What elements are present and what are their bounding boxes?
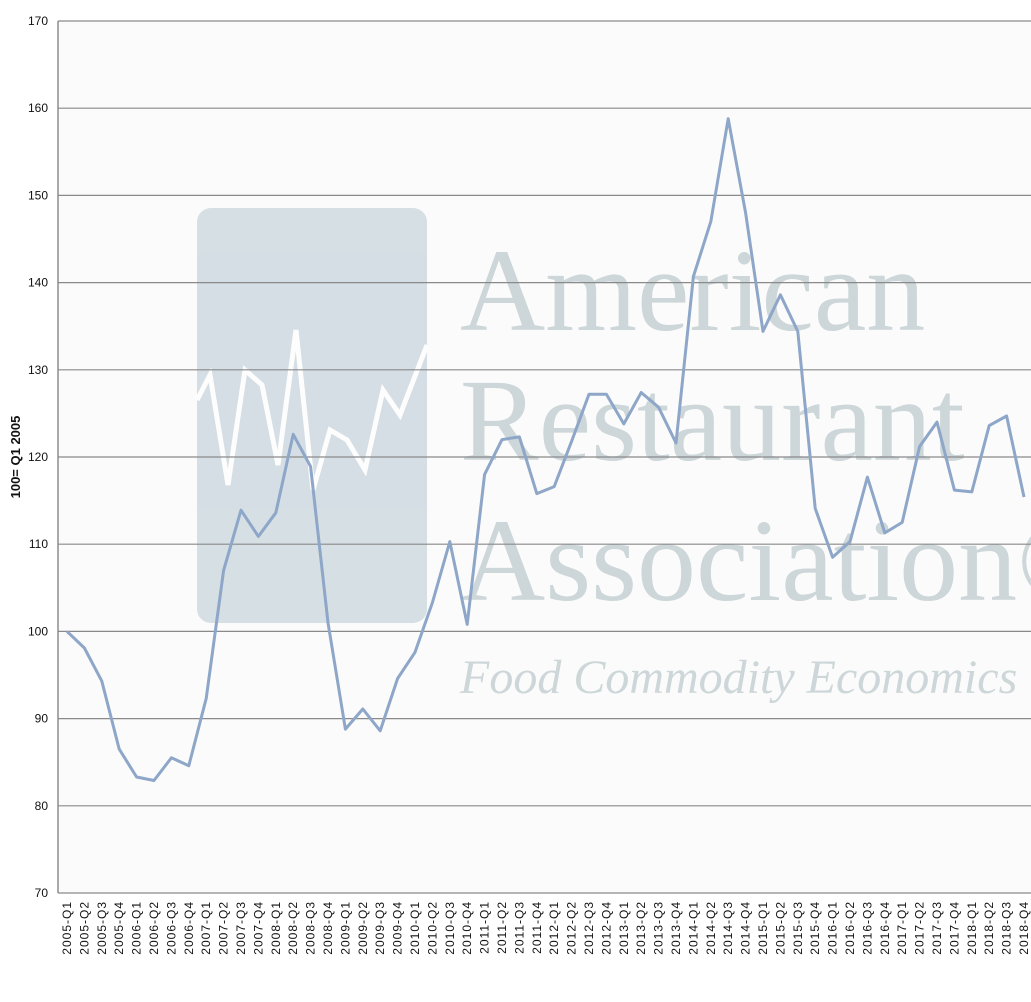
x-tick-label: 2008-Q4 bbox=[321, 901, 335, 955]
y-tick-label: 100 bbox=[28, 624, 48, 638]
x-tick-label: 2008-Q3 bbox=[304, 901, 318, 955]
x-tick-label: 2015-Q3 bbox=[791, 901, 805, 955]
x-tick-label: 2009-Q1 bbox=[338, 901, 352, 955]
x-tick-label: 2013-Q1 bbox=[617, 901, 631, 955]
watermark-subtitle: Food Commodity Economics bbox=[459, 651, 1017, 704]
x-tick-label: 2011-Q1 bbox=[478, 901, 492, 954]
y-tick-label: 110 bbox=[29, 537, 48, 551]
x-tick-label: 2014-Q3 bbox=[721, 901, 735, 955]
x-tick-label: 2015-Q4 bbox=[808, 901, 822, 955]
watermark-logo bbox=[194, 208, 430, 623]
y-tick-label: 80 bbox=[35, 799, 49, 813]
y-tick-label: 150 bbox=[28, 188, 48, 202]
x-tick-label: 2017-Q1 bbox=[895, 901, 909, 955]
x-tick-label: 2006-Q2 bbox=[147, 901, 161, 955]
x-tick-label: 2011-Q4 bbox=[530, 901, 544, 954]
y-axis-label: 100= Q1 2005 bbox=[8, 416, 23, 499]
x-tick-label: 2017-Q4 bbox=[947, 901, 961, 955]
x-tick-label: 2005-Q1 bbox=[60, 901, 74, 955]
x-tick-label: 2016-Q4 bbox=[878, 901, 892, 955]
y-tick-label: 170 bbox=[28, 14, 48, 28]
y-tick-label: 70 bbox=[35, 886, 49, 900]
x-tick-label: 2010-Q4 bbox=[460, 901, 474, 955]
watermark-text: Restaurant bbox=[460, 355, 965, 486]
x-tick-label: 2012-Q3 bbox=[582, 901, 596, 955]
x-tick-label: 2010-Q1 bbox=[408, 901, 422, 955]
x-tick-label: 2018-Q2 bbox=[982, 901, 996, 955]
x-tick-label: 2009-Q4 bbox=[391, 901, 405, 955]
x-tick-label: 2006-Q3 bbox=[164, 901, 178, 955]
x-tick-label: 2013-Q3 bbox=[652, 901, 666, 955]
x-tick-label: 2006-Q4 bbox=[182, 901, 196, 955]
x-tick-label: 2007-Q4 bbox=[251, 901, 265, 955]
y-tick-label: 130 bbox=[28, 363, 48, 377]
x-tick-label: 2012-Q4 bbox=[599, 901, 613, 955]
x-tick-label: 2007-Q1 bbox=[199, 901, 213, 955]
y-tick-label: 90 bbox=[35, 712, 49, 726]
x-tick-label: 2014-Q2 bbox=[704, 901, 718, 955]
x-tick-label: 2017-Q2 bbox=[913, 901, 927, 955]
x-tick-label: 2018-Q4 bbox=[1017, 901, 1031, 955]
x-tick-label: 2008-Q2 bbox=[286, 901, 300, 955]
data-line bbox=[65, 117, 1026, 782]
x-tick-label: 2009-Q3 bbox=[373, 901, 387, 955]
x-tick-label: 2018-Q1 bbox=[965, 901, 979, 955]
x-tick-label: 2018-Q3 bbox=[1000, 901, 1014, 955]
x-tick-label: 2010-Q2 bbox=[425, 901, 439, 955]
x-tick-label: 2016-Q1 bbox=[826, 901, 840, 955]
x-tick-label: 2010-Q3 bbox=[443, 901, 457, 955]
x-tick-label: 2011-Q2 bbox=[495, 901, 509, 954]
x-tick-label: 2016-Q3 bbox=[860, 901, 874, 955]
x-tick-label: 2009-Q2 bbox=[356, 901, 370, 955]
x-tick-label: 2005-Q4 bbox=[112, 901, 126, 955]
watermark-text: Association® bbox=[460, 495, 1031, 626]
x-tick-label: 2013-Q2 bbox=[634, 901, 648, 955]
y-tick-label: 120 bbox=[28, 450, 48, 464]
x-tick-label: 2012-Q2 bbox=[565, 901, 579, 955]
x-tick-label: 2008-Q1 bbox=[269, 901, 283, 955]
x-tick-label: 2015-Q1 bbox=[756, 901, 770, 955]
y-tick-label: 160 bbox=[28, 101, 48, 115]
x-tick-label: 2014-Q1 bbox=[686, 901, 700, 955]
x-tick-label: 2013-Q4 bbox=[669, 901, 683, 955]
x-tick-label: 2005-Q3 bbox=[95, 901, 109, 955]
x-tick-label: 2017-Q3 bbox=[930, 901, 944, 955]
x-tick-label: 2005-Q2 bbox=[77, 901, 91, 955]
x-tick-label: 2007-Q3 bbox=[234, 901, 248, 955]
x-tick-label: 2011-Q3 bbox=[512, 901, 526, 954]
x-tick-label: 2012-Q1 bbox=[547, 901, 561, 955]
x-tick-label: 2014-Q4 bbox=[739, 901, 753, 955]
x-tick-label: 2006-Q1 bbox=[130, 901, 144, 955]
y-tick-label: 140 bbox=[28, 276, 48, 290]
x-tick-label: 2015-Q2 bbox=[773, 901, 787, 955]
x-tick-label: 2016-Q2 bbox=[843, 901, 857, 955]
x-tick-label: 2007-Q2 bbox=[217, 901, 231, 955]
